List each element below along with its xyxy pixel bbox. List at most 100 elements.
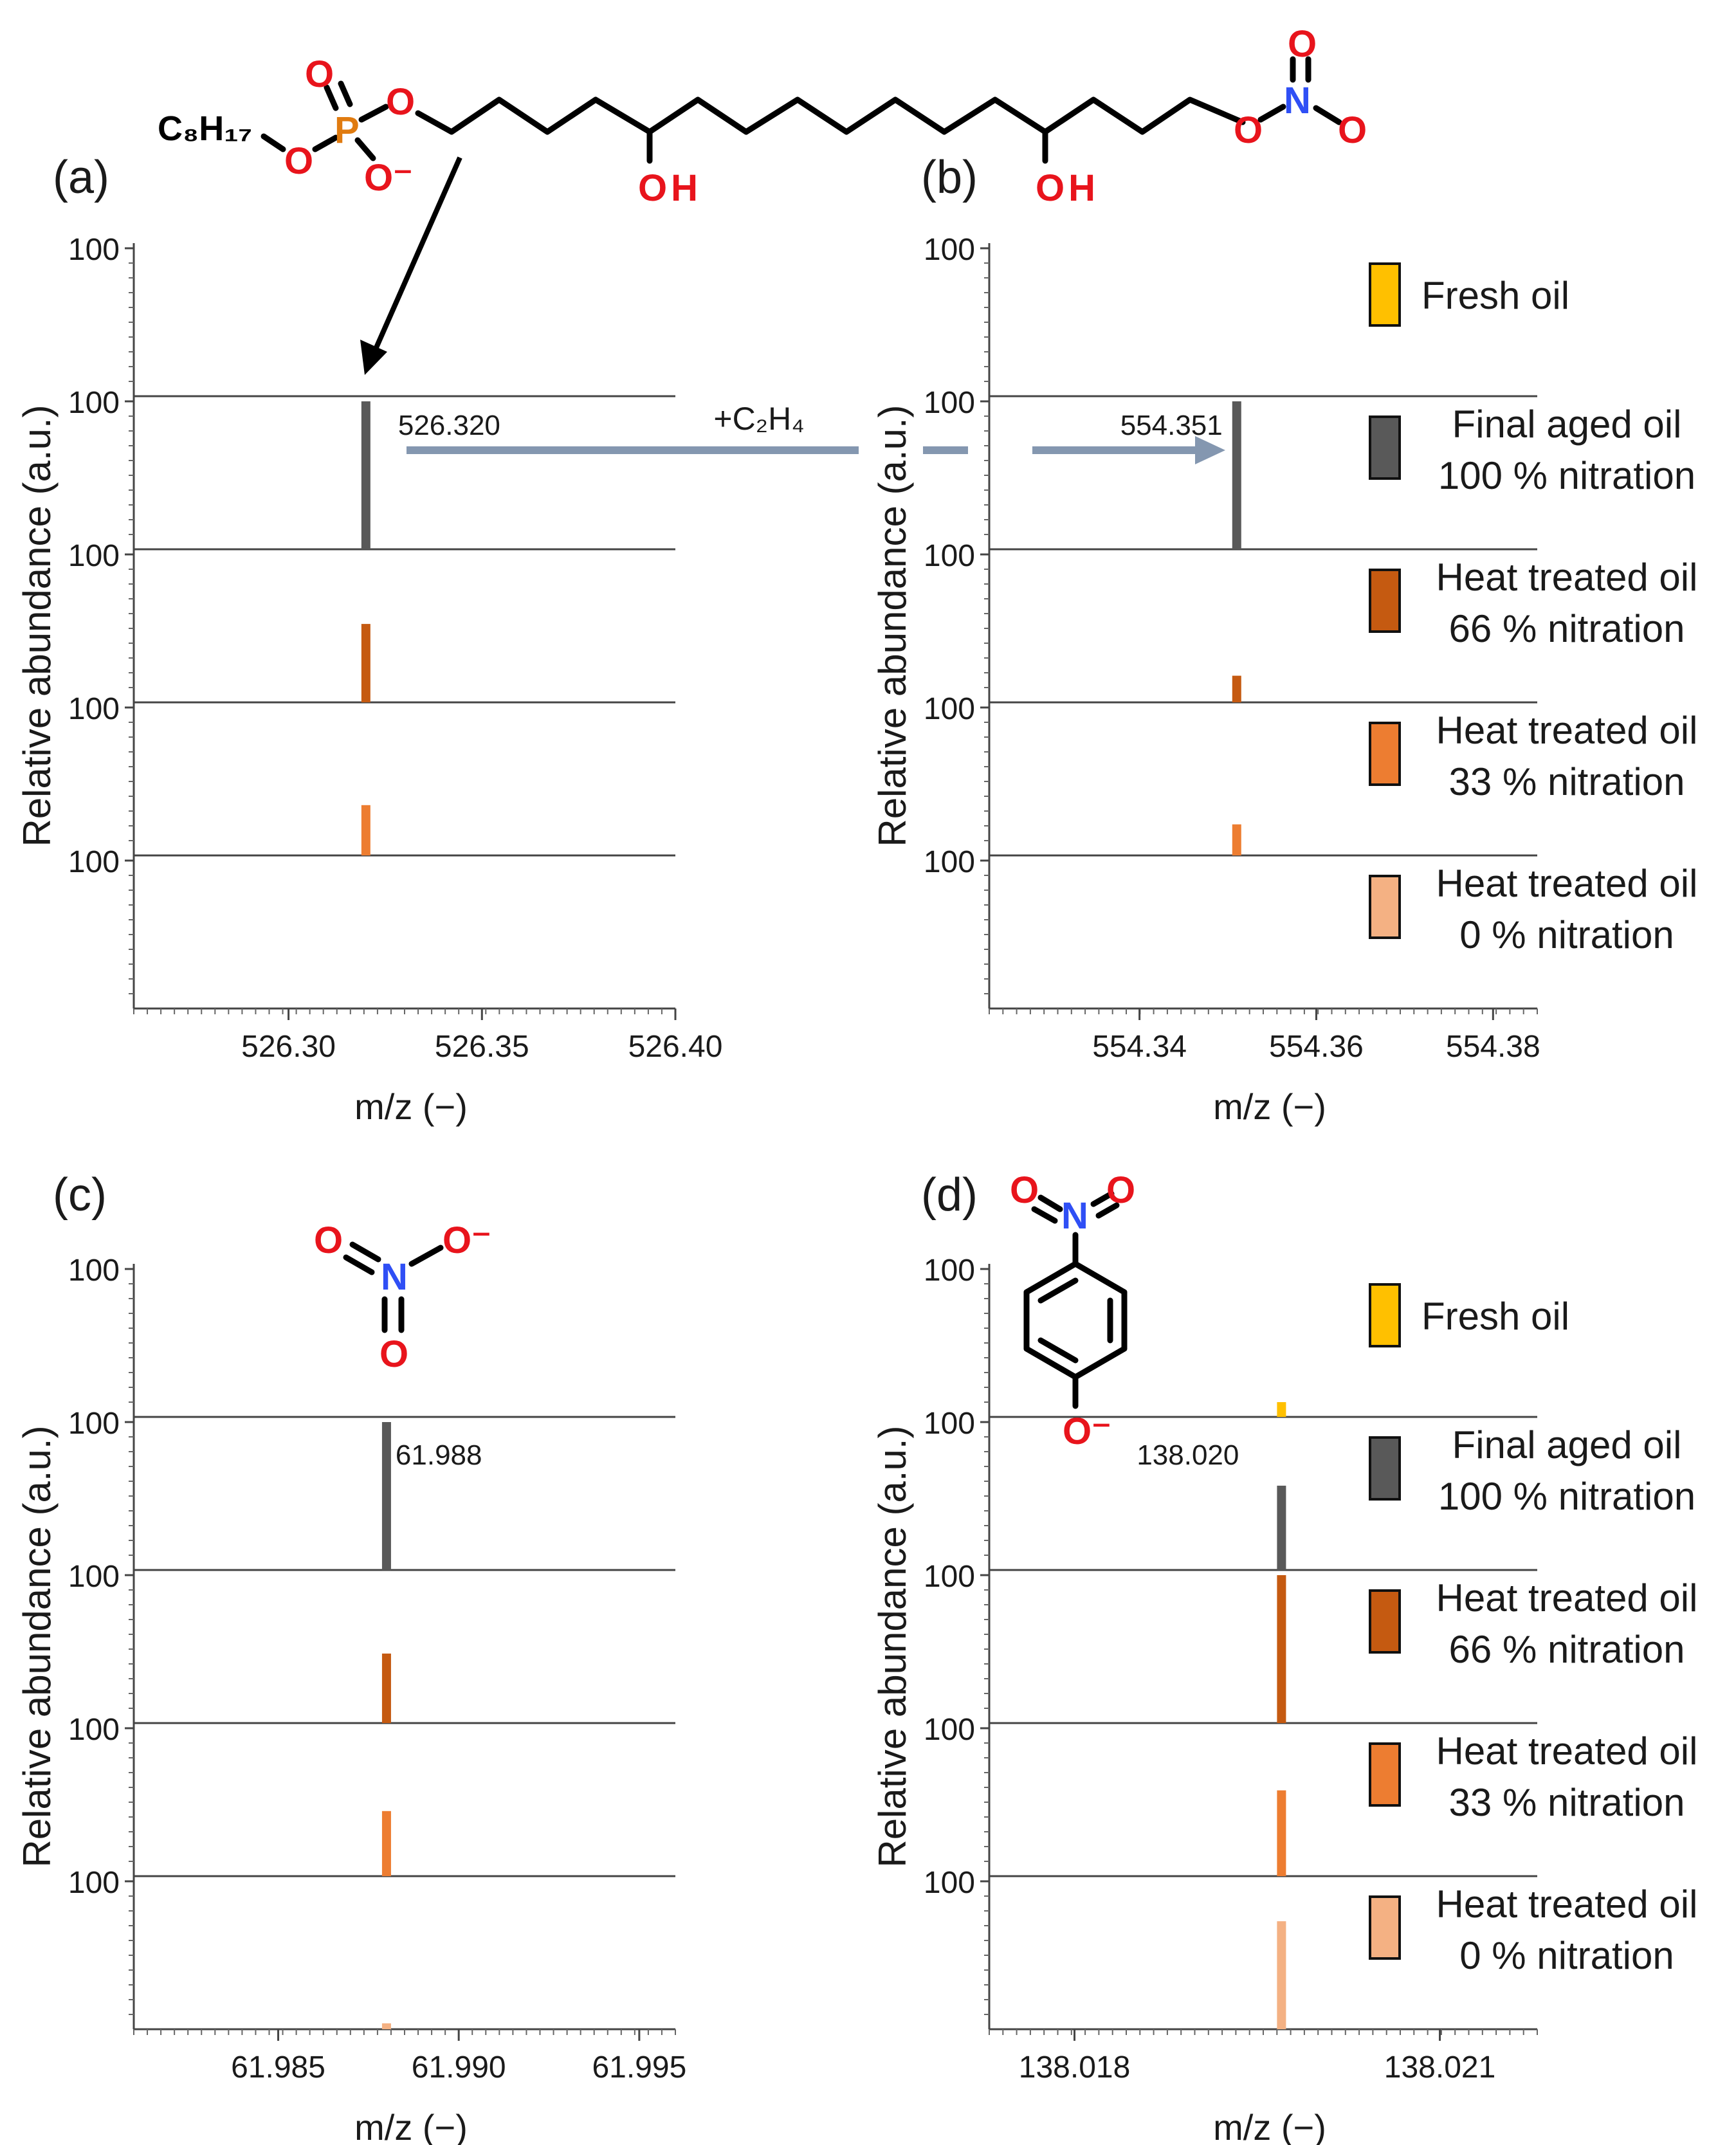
nitrophenolate-molecule: O N O O⁻ (1010, 1169, 1135, 1452)
legend-top: Fresh oil Final aged oil 100 % nitration He… (1369, 262, 1698, 956)
peak-mz-label: 526.320 (398, 410, 500, 441)
nitrate-oxygen-left: O (314, 1219, 343, 1261)
peak-bar-1 (1277, 1402, 1286, 1417)
legend-label-line1: Heat treated oil (1436, 1576, 1698, 1620)
y-tick-label: 100 (924, 539, 975, 573)
y-tick-label: 100 (68, 1560, 120, 1594)
x-axis-title: m/z (−) (354, 1086, 468, 1127)
hydroxyl-group-2: OH (1036, 167, 1099, 209)
peak-bar-3 (381, 1653, 391, 1723)
legend-label-line2: 33 % nitration (1449, 760, 1685, 803)
chart-panel-c: 100 100 61.988 100 100 100 61.985 61.990 61.995 m… (15, 1254, 686, 2145)
panel-label-d: (d) (921, 1169, 978, 1221)
chart-panel-b: 100 100 554.351 100 100 100 554.34 554.36 554.38… (871, 233, 1540, 1127)
x-tick-label: 526.35 (435, 1030, 529, 1064)
alkyl-chain (415, 96, 1246, 135)
legend-label-line1: Heat treated oil (1436, 1730, 1698, 1773)
nitrate-double-bond-b (343, 1254, 375, 1275)
hydroxyl-group-1: OH (638, 167, 702, 209)
nitrate-nitrogen: N (381, 1256, 408, 1298)
phosphorus-atom: P (334, 109, 360, 151)
c2h4-shift-arrow: +C₂H₄ (407, 401, 1225, 464)
shift-arrow-label: +C₂H₄ (713, 401, 804, 437)
nitro-oxygen-top: O (1288, 23, 1317, 65)
peak-bar-3 (1277, 1575, 1286, 1723)
nitrophenolate-oxygen-right: O (1106, 1169, 1135, 1211)
legend-label-line2: 66 % nitration (1449, 1628, 1685, 1671)
nitrate-double-bond-a (349, 1241, 381, 1263)
x-tick-label: 61.995 (592, 2050, 686, 2085)
y-tick-label: 100 (68, 845, 120, 879)
y-axis-title: Relative abundance (a.u.) (871, 405, 914, 846)
legend-label-line1: Final aged oil (1452, 1423, 1682, 1466)
y-tick-label: 100 (924, 1560, 975, 1594)
nitrate-oxygen-bottom: O (379, 1333, 408, 1375)
ester-oxygen-1: O (284, 140, 313, 182)
y-axis-title: Relative abundance (a.u.) (871, 1425, 914, 1867)
legend-label-line2: 33 % nitration (1449, 1781, 1685, 1824)
molecule-arrow-shaft (372, 156, 462, 352)
legend-label-line1: Final aged oil (1452, 403, 1682, 446)
p-double-o-bond-b (338, 80, 353, 107)
x-tick-label: 526.40 (628, 1030, 723, 1064)
legend-label-line1: Fresh oil (1421, 1295, 1569, 1338)
peak-mz-label: 554.351 (1120, 410, 1223, 441)
molecule-to-peak-arrow (360, 156, 462, 375)
legend-bottom: Fresh oil Final aged oil 100 % nitration He… (1369, 1283, 1698, 1977)
peak-bar-5 (381, 2023, 391, 2029)
x-axis-title: m/z (−) (1213, 2107, 1326, 2145)
legend-swatch (1369, 1589, 1401, 1654)
o-n-bond (1257, 104, 1286, 123)
y-tick-label: 100 (68, 692, 120, 726)
nitro-double-bond-b (1031, 1206, 1058, 1224)
peak-bar-5 (1277, 1921, 1286, 2029)
peak-bar-3 (361, 624, 370, 702)
peak-mz-label: 61.988 (396, 1439, 482, 1471)
y-tick-label: 100 (924, 1407, 975, 1441)
peak-bar-2 (1232, 401, 1241, 549)
legend-swatch (1369, 1895, 1401, 1960)
peak-bar-4 (381, 1811, 391, 1876)
x-axis-title: m/z (−) (354, 2107, 468, 2145)
nitrate-ester-oxygen: O (1234, 109, 1263, 151)
nitrate-anion-molecule: O N O⁻ O (314, 1219, 491, 1375)
y-tick-label: 100 (68, 1407, 120, 1441)
legend-label-line2: 100 % nitration (1438, 1475, 1695, 1518)
ester-oxygen-2: O (386, 81, 415, 123)
nitro-double-bond-a (1037, 1194, 1063, 1212)
phenolate-oxygen-minus: O⁻ (1063, 1410, 1111, 1452)
y-tick-label: 100 (924, 1254, 975, 1288)
legend-label-line1: Heat treated oil (1436, 1883, 1698, 1926)
legend-label-line1: Heat treated oil (1436, 556, 1698, 599)
molecule-arrow-head (360, 340, 387, 375)
y-tick-label: 100 (68, 1713, 120, 1747)
y-tick-label: 100 (68, 233, 120, 267)
y-tick-label: 100 (924, 386, 975, 420)
legend-swatch (1369, 1283, 1401, 1347)
legend-label-line1: Fresh oil (1421, 274, 1569, 317)
y-tick-label: 100 (924, 233, 975, 267)
c8h17-group: C₈H₁₇ (158, 109, 252, 148)
peak-bar-4 (1232, 824, 1241, 855)
legend-swatch (1369, 415, 1401, 480)
nitro-double-bond-d (1095, 1202, 1120, 1219)
legend-swatch (1369, 1742, 1401, 1807)
benzene-inner-bond-1 (1037, 1277, 1079, 1304)
legend-label-line1: Heat treated oil (1436, 862, 1698, 905)
legend-label-line1: Heat treated oil (1436, 709, 1698, 752)
x-tick-label: 554.36 (1269, 1030, 1364, 1064)
phosphoryl-oxygen: O (305, 53, 334, 95)
y-tick-label: 100 (924, 1866, 975, 1900)
legend-label-line2: 66 % nitration (1449, 607, 1685, 650)
peak-bar-4 (361, 805, 370, 855)
nitrate-oxygen-minus: O⁻ (443, 1219, 491, 1261)
phosphate-oxygen-minus: O⁻ (364, 157, 413, 199)
panel-label-a: (a) (53, 152, 109, 203)
panel-label-c: (c) (53, 1169, 107, 1221)
panel-label-b: (b) (921, 152, 978, 203)
legend-label-line2: 100 % nitration (1438, 454, 1695, 497)
nitrate-single-bond (408, 1245, 444, 1267)
legend-swatch (1369, 262, 1401, 327)
y-tick-label: 100 (68, 1866, 120, 1900)
